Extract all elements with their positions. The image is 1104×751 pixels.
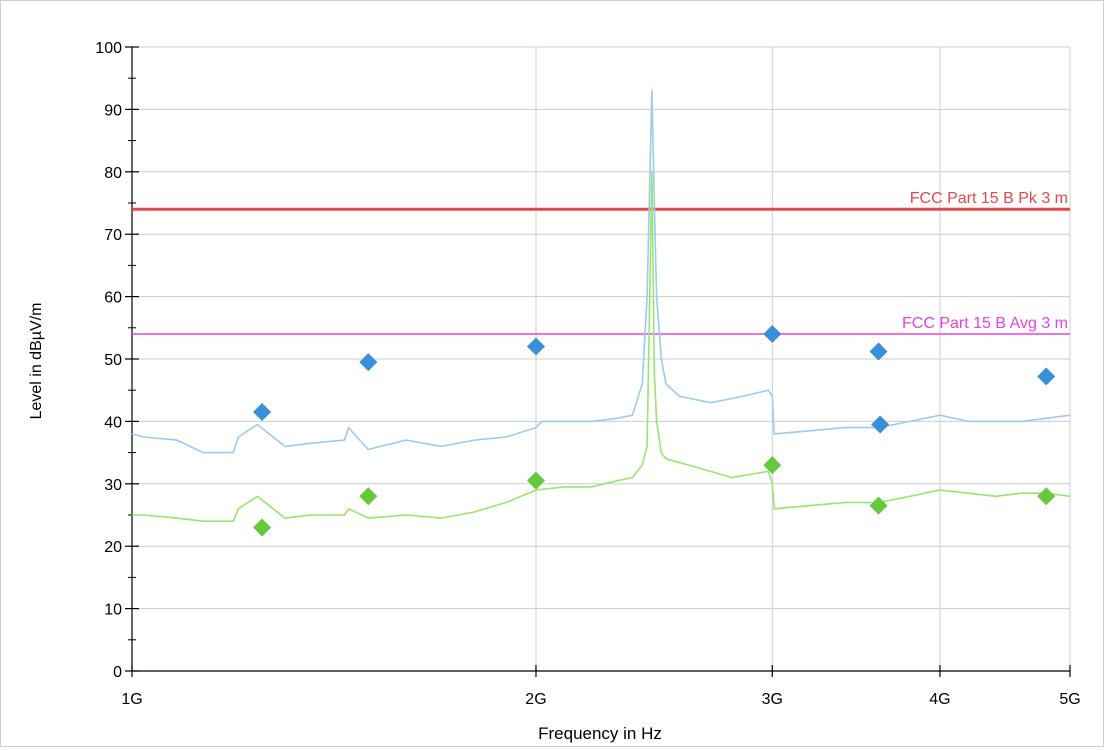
x-tick-label: 5G bbox=[1059, 691, 1080, 708]
y-tick-label: 20 bbox=[104, 539, 122, 556]
trace-line bbox=[132, 171, 1071, 523]
y-tick-label: 0 bbox=[113, 664, 122, 681]
x-axis-label: Frequency in Hz bbox=[538, 724, 662, 743]
average-marker bbox=[526, 471, 545, 490]
average-marker bbox=[253, 518, 272, 537]
y-tick-label: 10 bbox=[104, 602, 122, 619]
y-tick-label: 50 bbox=[104, 352, 122, 369]
trace-line bbox=[131, 89, 1071, 454]
y-tick-label: 60 bbox=[104, 290, 122, 307]
x-tick-label: 1G bbox=[121, 691, 142, 708]
peak-marker bbox=[253, 403, 272, 422]
y-tick-label: 40 bbox=[104, 414, 122, 431]
y-tick-label: 100 bbox=[95, 40, 122, 57]
y-axis-label: Level in dBµV/m bbox=[28, 303, 45, 420]
marker-layer bbox=[253, 325, 1056, 537]
limit-line-label: FCC Part 15 B Avg 3 m bbox=[902, 315, 1068, 332]
peak-marker bbox=[1037, 367, 1056, 386]
average-marker bbox=[1037, 487, 1056, 506]
x-tick-label: 4G bbox=[929, 691, 950, 708]
peak-marker bbox=[871, 415, 890, 434]
series-layer bbox=[131, 89, 1071, 523]
peak-marker bbox=[763, 325, 782, 344]
x-tick-label: 2G bbox=[525, 691, 546, 708]
axis-layer: 0 10 20 30 40 50 60 70 80 90 100 1G 2G 3G 4G 5G bbox=[95, 40, 1080, 708]
y-tick-label: 70 bbox=[104, 227, 122, 244]
average-marker bbox=[359, 487, 378, 506]
peak-marker bbox=[359, 353, 378, 372]
peak-marker bbox=[526, 337, 545, 356]
grid-layer bbox=[132, 46, 1071, 671]
average-marker bbox=[763, 456, 782, 475]
limit-layer: FCC Part 15 B Pk 3 m FCC Part 15 B Avg 3 … bbox=[132, 190, 1070, 335]
average-marker bbox=[869, 496, 888, 515]
y-tick-label: 80 bbox=[104, 165, 122, 182]
y-tick-label: 90 bbox=[104, 102, 122, 119]
y-tick-label: 30 bbox=[104, 477, 122, 494]
x-tick-label: 3G bbox=[762, 691, 783, 708]
peak-marker bbox=[869, 342, 888, 361]
limit-line-label: FCC Part 15 B Pk 3 m bbox=[910, 190, 1068, 207]
